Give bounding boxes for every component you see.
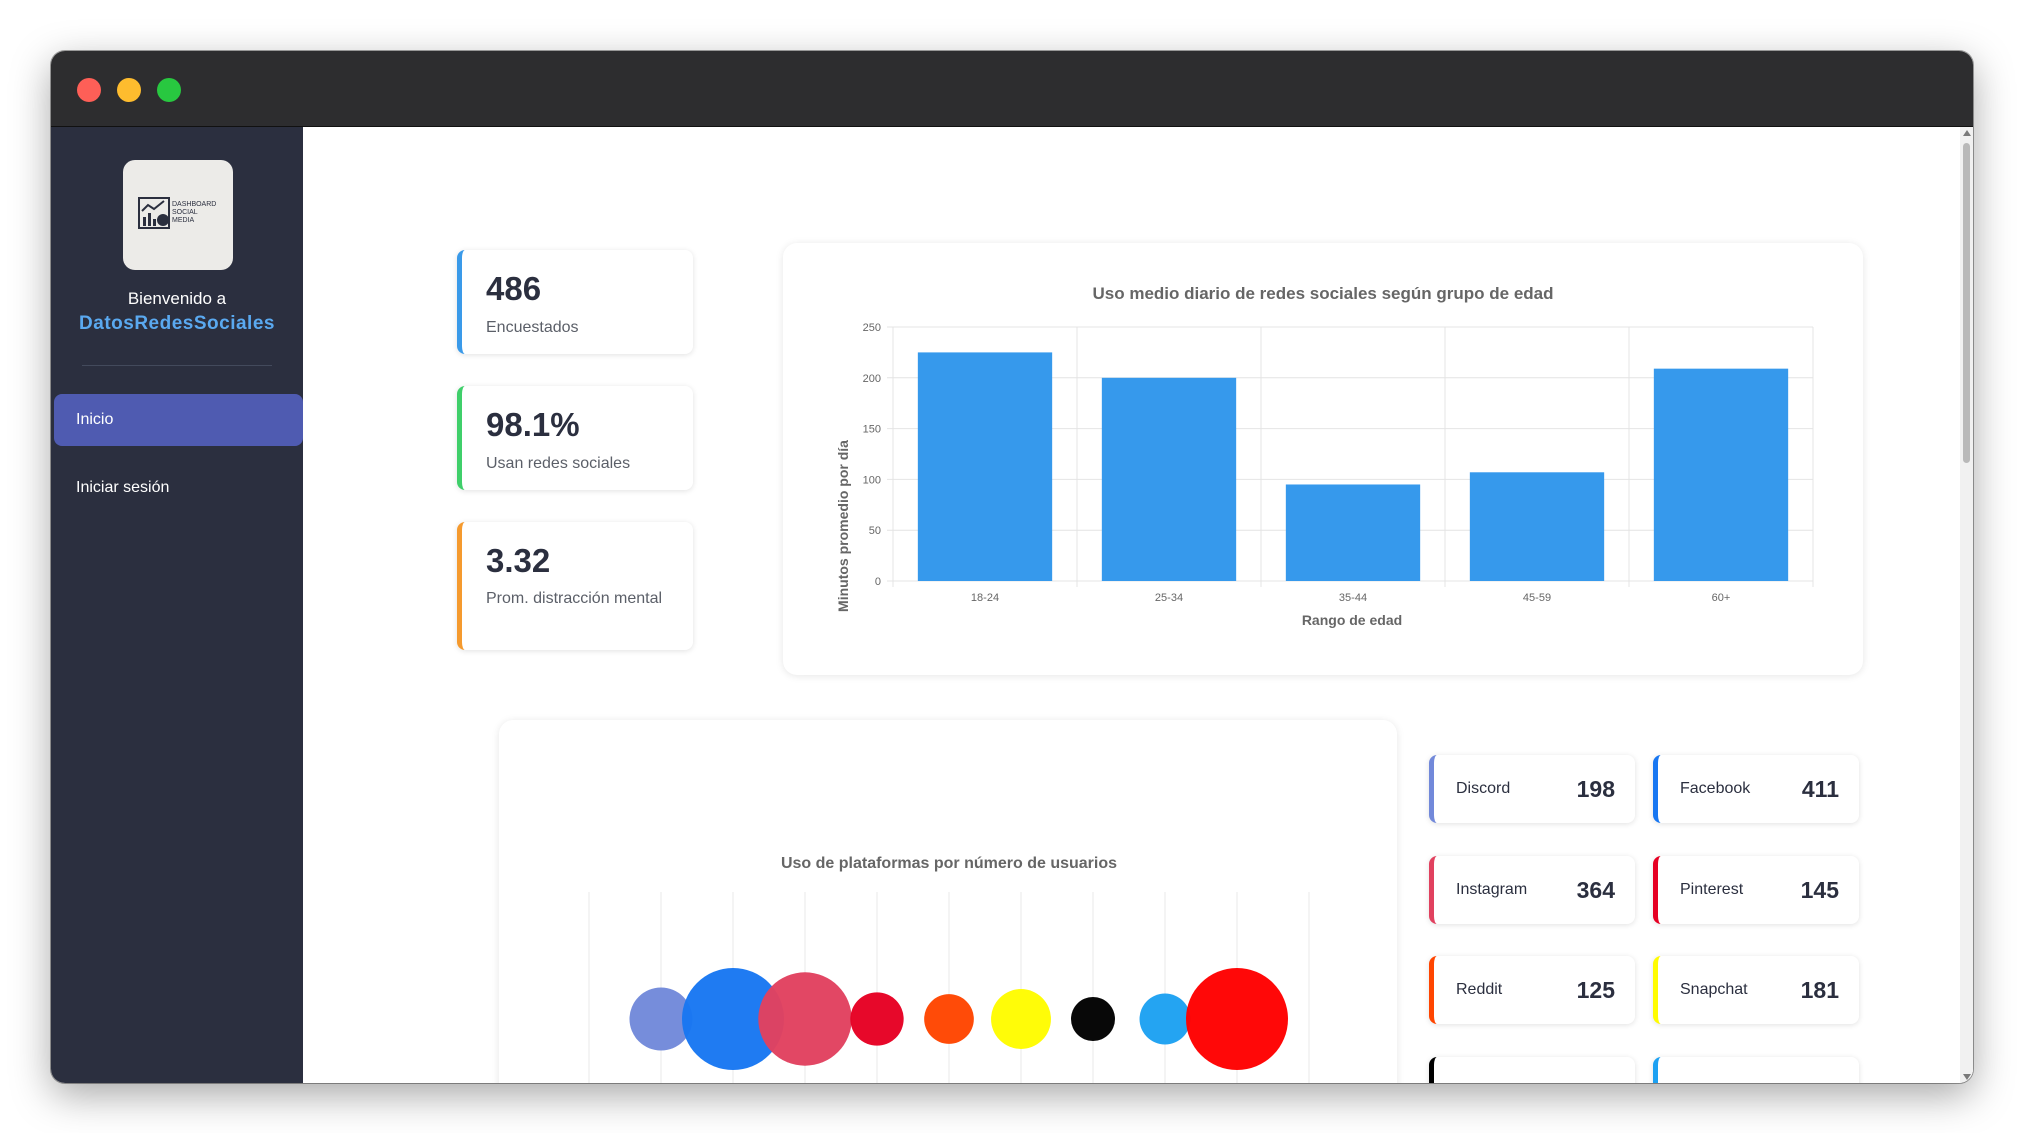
bubble-twitter (1139, 993, 1191, 1045)
x-tick-label: 60+ (1712, 592, 1731, 604)
platform-name: Instagram (1456, 881, 1528, 898)
bar-chart-title: Uso medio diario de redes sociales según… (1092, 284, 1553, 303)
bar-chart: Uso medio diario de redes sociales según… (835, 284, 1814, 628)
bar-chart-panel: Uso medio diario de redes sociales según… (783, 243, 1863, 675)
platform-count: 125 (1576, 977, 1615, 1003)
platform-count: 411 (1801, 776, 1839, 802)
stat-value: 486 (486, 270, 542, 307)
bar-35-44 (1285, 484, 1421, 581)
logo-text-2: SOCIAL (172, 209, 198, 216)
platform-name: Pinterest (1680, 881, 1744, 898)
maximize-window-button[interactable] (157, 78, 181, 102)
sidebar-divider (82, 365, 272, 366)
platform-card-snapchat: Snapchat 181 (1653, 956, 1859, 1024)
x-tick-label: 45-59 (1523, 592, 1551, 604)
x-tick-label: 25-34 (1155, 592, 1183, 604)
y-tick-label: 200 (863, 373, 881, 385)
x-tick-label: 35-44 (1339, 592, 1367, 604)
platform-card-twitter: Twitter 132 (1653, 1057, 1859, 1083)
bubble-tiktok (1071, 997, 1115, 1041)
bubble-snapchat (991, 989, 1051, 1049)
scroll-down-arrow-icon[interactable] (1963, 1074, 1971, 1080)
platform-count: 94 (1589, 1057, 1615, 1083)
app-logo: DASHBOARD SOCIAL MEDIA (123, 160, 233, 270)
platform-card-pinterest: Pinterest 145 (1653, 856, 1859, 924)
bar-18-24 (917, 352, 1053, 581)
bar-chart-y-axis-title: Minutos promedio por día (835, 440, 851, 612)
y-tick-label: 0 (875, 576, 881, 588)
logo-text-1: DASHBOARD (172, 201, 216, 208)
bubble-reddit (924, 994, 974, 1044)
platform-card-tiktok: TikTok 94 (1429, 1057, 1635, 1083)
platform-name: Facebook (1680, 780, 1751, 797)
bubble-discord (629, 987, 693, 1051)
y-tick-label: 50 (869, 525, 881, 537)
y-tick-label: 250 (863, 322, 881, 334)
stat-label: Prom. distracción mental (486, 590, 663, 607)
welcome-text: Bienvenido a (127, 289, 227, 308)
scroll-up-arrow-icon[interactable] (1963, 130, 1971, 136)
bubble-instagram (758, 972, 852, 1066)
platform-name: Snapchat (1680, 981, 1748, 998)
stat-value: 3.32 (486, 542, 551, 579)
platform-card-instagram: Instagram 364 (1429, 856, 1635, 924)
platform-card-facebook: Facebook 411 (1653, 755, 1859, 823)
stat-value: 98.1% (486, 406, 580, 443)
chart-logo-icon: DASHBOARD SOCIAL MEDIA (138, 197, 216, 229)
x-tick-label: 18-24 (971, 592, 999, 604)
platform-count: 132 (1801, 1057, 1839, 1083)
scrollbar-thumb[interactable] (1963, 143, 1970, 463)
main-content: 486 Encuestados 98.1% Usan redes sociale… (303, 127, 1973, 1083)
vertical-scrollbar[interactable] (1960, 127, 1973, 1083)
y-tick-label: 150 (863, 424, 881, 436)
bubble-chart-title: Uso de plataformas por número de usuario… (781, 855, 1117, 872)
platform-name: TikTok (1456, 1057, 1502, 1083)
stat-label: Usan redes sociales (486, 455, 631, 472)
sidebar: DASHBOARD SOCIAL MEDIA Bienvenido a Dato… (51, 127, 303, 1083)
platform-name: Discord (1456, 780, 1511, 797)
bubble-chart: Uso de plataformas por número de usuario… (588, 855, 1310, 1083)
bar-25-34 (1101, 377, 1237, 581)
nav-item-inicio[interactable]: Inicio (54, 394, 303, 446)
platform-count: 145 (1800, 877, 1839, 903)
bubble-youtube (1186, 968, 1288, 1070)
title-bar (51, 51, 1973, 127)
platform-card-reddit: Reddit 125 (1429, 956, 1635, 1024)
close-window-button[interactable] (77, 78, 101, 102)
nav-item-iniciar-sesion[interactable]: Iniciar sesión (76, 479, 170, 496)
platform-bubble-panel: Uso de plataformas por número de usuario… (499, 720, 1397, 1083)
platform-card-discord: Discord 198 (1429, 755, 1635, 823)
y-tick-label: 100 (863, 474, 881, 486)
logo-text-3: MEDIA (172, 217, 195, 224)
minimize-window-button[interactable] (117, 78, 141, 102)
stat-label: Encuestados (486, 319, 579, 336)
platform-count: 364 (1576, 877, 1615, 903)
platform-name: Reddit (1456, 981, 1503, 998)
stat-card-distraccion: 3.32 Prom. distracción mental (457, 522, 693, 650)
bar-60+ (1653, 368, 1789, 581)
browser-window: DASHBOARD SOCIAL MEDIA Bienvenido a Dato… (51, 51, 1973, 1083)
platform-count: 181 (1800, 977, 1839, 1003)
bubble-pinterest (850, 992, 904, 1046)
bar-chart-x-axis-title: Rango de edad (1302, 612, 1402, 628)
app-name: DatosRedesSociales (79, 313, 275, 334)
bar-45-59 (1469, 472, 1605, 581)
platform-count: 198 (1576, 776, 1615, 802)
platform-name: Twitter (1680, 1057, 1727, 1083)
stat-card-usan-redes: 98.1% Usan redes sociales (457, 386, 693, 490)
stat-card-encuestados: 486 Encuestados (457, 250, 693, 354)
bubble-facebook (682, 968, 784, 1070)
